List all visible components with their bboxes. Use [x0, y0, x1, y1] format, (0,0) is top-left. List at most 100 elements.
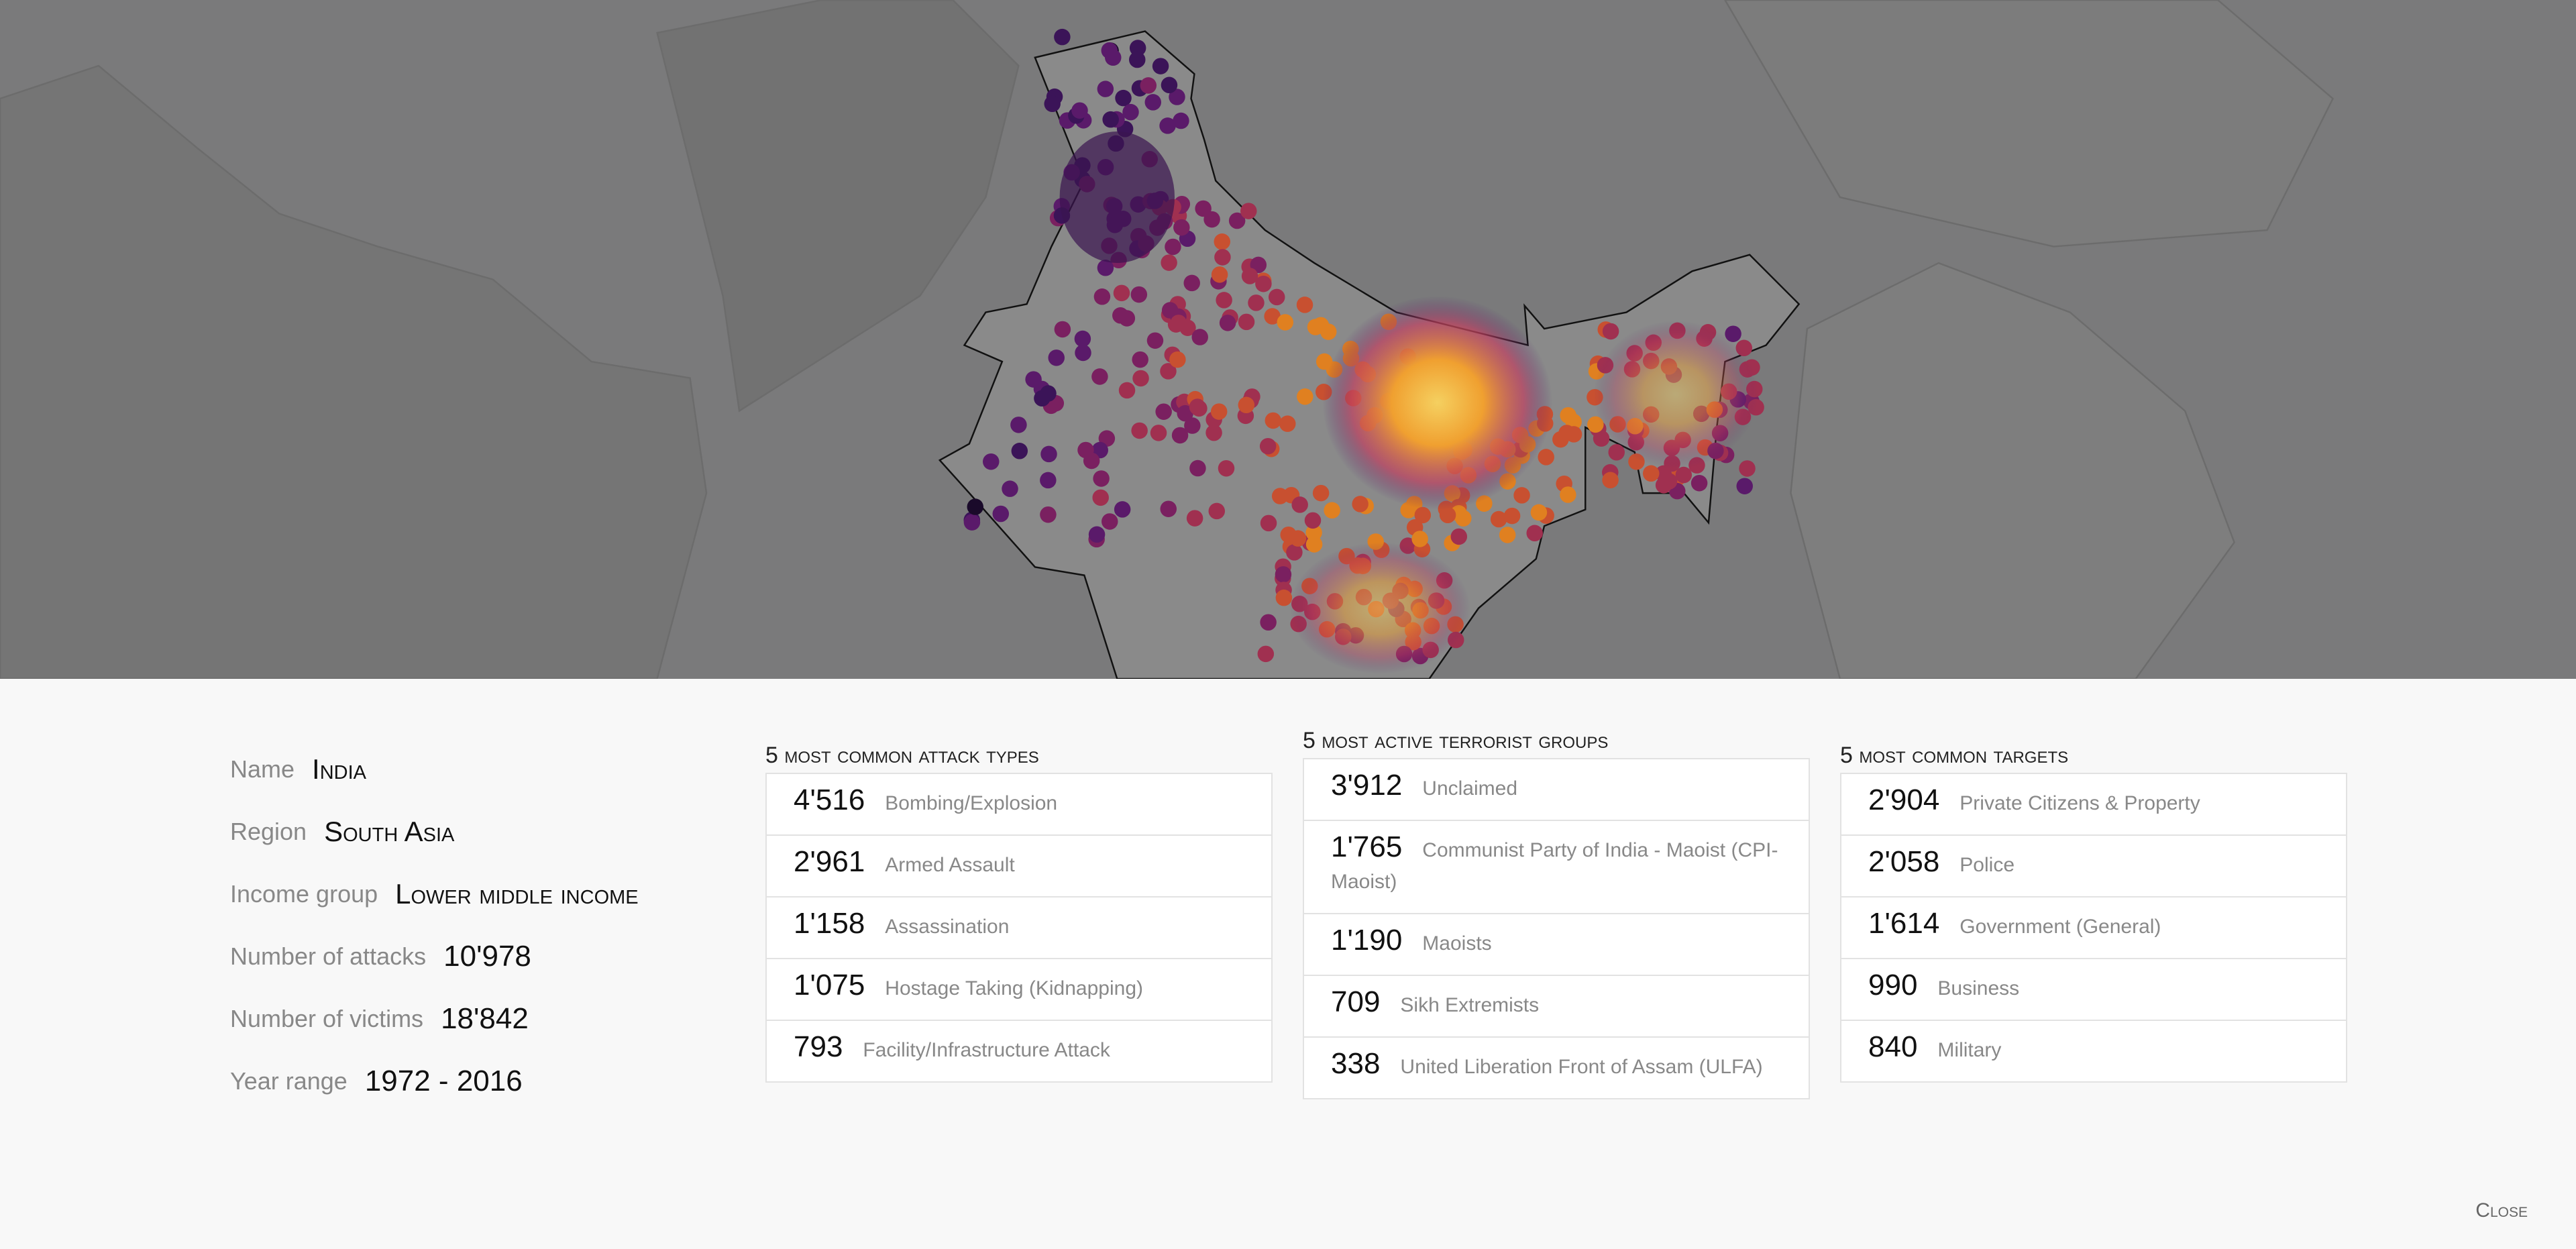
- item-count: 1'158: [794, 907, 865, 940]
- map-dot: [1411, 531, 1428, 547]
- map-dot: [1238, 313, 1255, 331]
- map-dot: [967, 498, 984, 515]
- map-dot: [1352, 496, 1368, 512]
- item-label: Sikh Extremists: [1400, 994, 1540, 1016]
- density-glow: [1289, 542, 1470, 674]
- map-dot: [1291, 496, 1308, 513]
- map-dot: [1173, 112, 1189, 129]
- map-dot: [1155, 403, 1172, 420]
- list-item: 2'961 Armed Assault: [767, 834, 1271, 896]
- list-item: 2'058 Police: [1841, 834, 2346, 896]
- map-dot: [1075, 344, 1091, 362]
- detail-label: Region: [230, 817, 307, 845]
- map-dot: [1260, 514, 1277, 532]
- map-dot: [1040, 472, 1057, 489]
- map-dot: [1177, 404, 1193, 422]
- detail-value: Lower middle income: [395, 877, 639, 910]
- map-dot: [1259, 437, 1277, 455]
- map-dot: [1118, 382, 1136, 399]
- item-count: 709: [1331, 985, 1381, 1018]
- top-list: 5 most common attack types 4'516 Bombing/E…: [765, 731, 1273, 1083]
- map-dot: [992, 505, 1010, 523]
- map-dot: [1565, 426, 1582, 443]
- item-count: 990: [1868, 969, 1918, 1001]
- map-dot: [1088, 526, 1106, 543]
- map-dot: [1690, 474, 1708, 492]
- list-item: 1'158 Assassination: [767, 896, 1271, 958]
- map-dot: [1170, 315, 1187, 331]
- list-item: 709 Sikh Extremists: [1304, 975, 1809, 1036]
- map-dot: [1250, 256, 1267, 274]
- list-item: 1'765 Communist Party of India - Maoist (…: [1304, 820, 1809, 913]
- map-dot: [1289, 530, 1307, 547]
- map-dot: [1071, 102, 1088, 119]
- close-button[interactable]: Close: [2475, 1199, 2528, 1221]
- map-dot: [1040, 385, 1057, 402]
- map-dot: [1132, 351, 1148, 368]
- map-dot: [1161, 76, 1178, 94]
- map-dot: [1248, 294, 1265, 311]
- map-dot: [1010, 417, 1027, 433]
- map-dot: [1241, 268, 1258, 284]
- item-count: 3'912: [1331, 769, 1403, 802]
- map-dot: [1186, 510, 1203, 527]
- map-dot: [1173, 219, 1190, 236]
- map-dot: [1129, 51, 1146, 68]
- detail-value: 1972 - 2016: [364, 1064, 523, 1097]
- map-dot: [1675, 466, 1693, 484]
- density-blob: [1059, 131, 1175, 264]
- map-dot: [1191, 400, 1208, 417]
- detail-row: Region South Asia: [230, 800, 639, 863]
- item-label: Government (General): [1960, 916, 2161, 938]
- map-dot: [1146, 332, 1164, 349]
- item-label: Assassination: [885, 916, 1010, 938]
- item-count: 793: [794, 1030, 843, 1063]
- map-dot: [1210, 403, 1228, 420]
- list-item: 2'904 Private Citizens & Property: [1841, 774, 2346, 834]
- item-label: Military: [1937, 1039, 2002, 1061]
- map-dot: [1593, 430, 1610, 447]
- item-label: Bombing/Explosion: [885, 792, 1058, 814]
- map-dot: [1189, 459, 1206, 477]
- map-dot: [1312, 317, 1330, 334]
- detail-value: 18'842: [441, 1001, 529, 1035]
- map-dot: [1211, 266, 1228, 283]
- item-count: 338: [1331, 1047, 1381, 1080]
- map-dot: [963, 514, 981, 531]
- detail-value: South Asia: [324, 815, 455, 847]
- item-label: Maoists: [1422, 932, 1492, 955]
- map-dot: [1228, 212, 1246, 229]
- map-dot: [1439, 506, 1456, 524]
- map-dot: [1183, 274, 1200, 292]
- map-dot: [1140, 77, 1157, 94]
- item-label: Unclaimed: [1422, 777, 1518, 800]
- list-item: 1'075 Hostage Taking (Kidnapping): [767, 958, 1271, 1020]
- map-dot: [1054, 321, 1071, 338]
- item-label: Communist Party of India - Maoist (CPI-M…: [1331, 839, 1778, 893]
- map-dot: [1324, 502, 1340, 519]
- map-dot: [1054, 28, 1071, 46]
- map-dot: [1113, 284, 1130, 302]
- map-dot: [1238, 396, 1255, 414]
- list-item: 1'190 Maoists: [1304, 913, 1809, 975]
- map-dot: [1083, 452, 1100, 470]
- map-dot: [1214, 233, 1231, 250]
- list-item: 990 Business: [1841, 958, 2346, 1020]
- list-item: 793 Facility/Infrastructure Attack: [767, 1020, 1271, 1081]
- map-dot: [1216, 292, 1232, 309]
- item-count: 1'190: [1331, 924, 1403, 957]
- map-dot: [1074, 330, 1091, 347]
- map-dot: [1255, 275, 1272, 292]
- map-dot: [1316, 353, 1333, 370]
- map-dot: [1161, 302, 1179, 319]
- map-dot: [1218, 459, 1235, 477]
- map: [0, 0, 2576, 679]
- map-dot: [1725, 325, 1741, 342]
- map-dot: [1214, 249, 1231, 266]
- item-count: 2'058: [1868, 845, 1940, 878]
- item-label: Armed Assault: [885, 854, 1015, 876]
- top-list: 5 most common targets 2'904 Private Citize…: [1840, 731, 2347, 1083]
- item-label: Business: [1937, 977, 2020, 999]
- region-shape: [656, 0, 1020, 413]
